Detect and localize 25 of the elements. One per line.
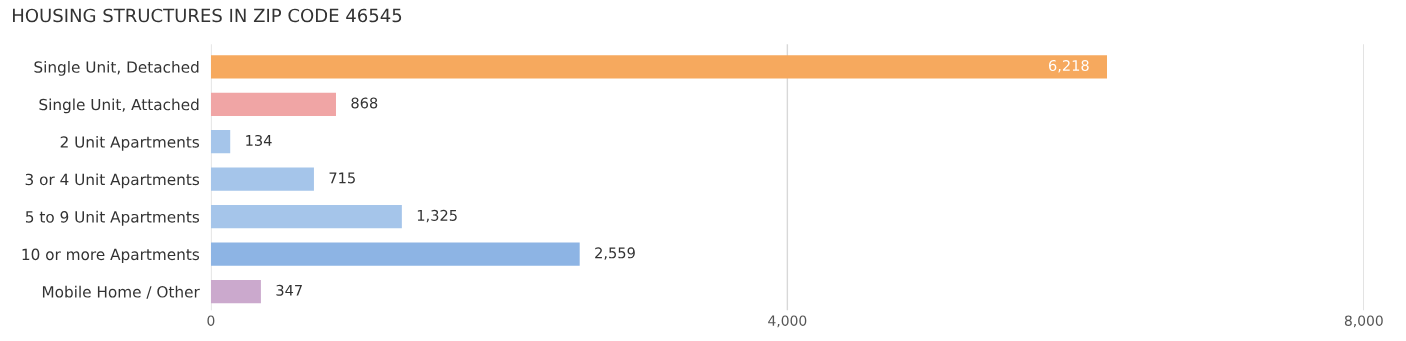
chart-title: HOUSING STRUCTURES IN ZIP CODE 46545 <box>13 8 402 23</box>
y-tick-label: Single Unit, Attached <box>39 98 199 114</box>
x-tick-label: 0 <box>207 315 215 326</box>
y-tick-label: 2 Unit Apartments <box>60 135 200 151</box>
data-label: 347 <box>276 284 302 296</box>
bar <box>210 55 1108 79</box>
y-tick-label: 3 or 4 Unit Apartments <box>25 173 200 189</box>
x-tick-label: 8,000 <box>1344 315 1383 328</box>
bar <box>210 242 580 266</box>
x-tick-label: 4,000 <box>768 315 807 328</box>
data-label: 134 <box>246 134 272 146</box>
data-label: 1,325 <box>417 209 457 223</box>
data-label: 6,218 <box>1048 60 1089 73</box>
bar <box>210 92 336 116</box>
data-label: 2,559 <box>595 247 635 260</box>
y-tick-label: 10 or more Apartments <box>22 248 200 264</box>
data-label: 715 <box>329 172 355 184</box>
bar <box>210 167 314 191</box>
bar <box>210 205 402 229</box>
y-tick-label: Mobile Home / Other <box>42 285 200 299</box>
data-label: 868 <box>351 97 378 109</box>
bar <box>210 130 231 154</box>
y-tick-label: Single Unit, Detached <box>34 61 199 76</box>
y-tick-label: 5 to 9 Unit Apartments <box>25 210 200 226</box>
bar <box>210 279 261 304</box>
